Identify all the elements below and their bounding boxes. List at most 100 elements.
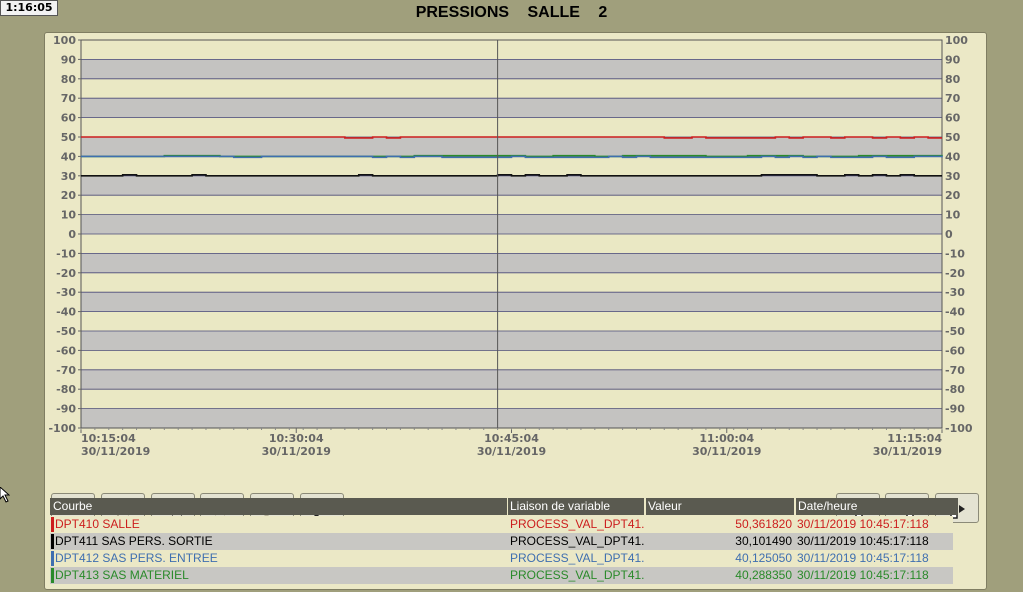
y-tick-label-left: 80 bbox=[61, 73, 77, 86]
clock-display: 1:16:05 bbox=[0, 0, 58, 16]
x-tick-time: 10:45:04 bbox=[484, 432, 539, 445]
x-tick-time: 10:30:04 bbox=[269, 432, 324, 445]
legend-datetime: 30/11/2019 10:45:17:118 bbox=[797, 534, 929, 548]
y-tick-label-left: 10 bbox=[61, 209, 77, 222]
y-tick-label-left: -50 bbox=[56, 325, 76, 338]
grid-band bbox=[81, 40, 942, 60]
grid-band bbox=[81, 59, 942, 79]
legend-row[interactable]: DPT412 SAS PERS. ENTREE PROCESS_VAL_DPT4… bbox=[50, 550, 953, 567]
y-tick-label-right: -30 bbox=[945, 286, 965, 299]
grid-band bbox=[81, 369, 942, 390]
y-tick-label-left: -80 bbox=[56, 383, 76, 396]
legend-color-swatch bbox=[51, 534, 54, 549]
grid-band bbox=[81, 253, 942, 273]
x-tick-time: 11:00:04 bbox=[699, 432, 754, 445]
y-tick-label-right: 20 bbox=[945, 189, 961, 202]
legend-color-swatch bbox=[51, 517, 54, 532]
grid-band bbox=[81, 331, 942, 351]
y-tick-label-right: -40 bbox=[945, 306, 965, 319]
y-tick-label-left: -100 bbox=[48, 422, 76, 435]
grid-band bbox=[81, 272, 942, 293]
y-tick-label-left: -70 bbox=[56, 364, 76, 377]
y-tick-label-right: -10 bbox=[945, 247, 965, 260]
y-tick-label-right: 0 bbox=[945, 228, 953, 241]
grid-band bbox=[81, 175, 942, 196]
legend-color-swatch bbox=[51, 551, 54, 566]
y-tick-label-left: 70 bbox=[61, 92, 77, 105]
x-tick-time: 11:15:04 bbox=[887, 432, 942, 445]
x-tick-date: 30/11/2019 bbox=[81, 445, 150, 458]
grid-band bbox=[81, 195, 942, 215]
grid-band bbox=[81, 292, 942, 312]
legend-datetime: 30/11/2019 10:45:17:118 bbox=[797, 568, 929, 582]
y-tick-label-right: 70 bbox=[945, 92, 961, 105]
y-tick-label-right: 90 bbox=[945, 53, 961, 66]
y-tick-label-left: -10 bbox=[56, 247, 76, 260]
header-value[interactable]: Valeur bbox=[646, 498, 794, 515]
y-tick-label-right: -20 bbox=[945, 267, 965, 280]
grid-band bbox=[81, 156, 942, 176]
header-datetime[interactable]: Date/heure bbox=[796, 498, 958, 515]
y-tick-label-right: -80 bbox=[945, 383, 965, 396]
legend-curve-name: DPT411 SAS PERS. SORTIE bbox=[55, 534, 213, 548]
series-line-dpt410-salle bbox=[81, 136, 942, 139]
y-tick-label-right: 30 bbox=[945, 170, 961, 183]
grid-band bbox=[81, 98, 942, 118]
y-tick-label-right: 10 bbox=[945, 209, 961, 222]
y-tick-label-left: 100 bbox=[53, 34, 76, 47]
y-tick-label-left: 20 bbox=[61, 189, 77, 202]
grid-band bbox=[81, 234, 942, 254]
y-tick-label-left: 0 bbox=[68, 228, 76, 241]
grid-band bbox=[81, 137, 942, 157]
legend-datetime: 30/11/2019 10:45:17:118 bbox=[797, 517, 929, 531]
header-curve[interactable]: Courbe bbox=[50, 498, 507, 515]
y-tick-label-right: 80 bbox=[945, 73, 961, 86]
legend-value: 30,101490 bbox=[735, 534, 792, 548]
grid-band bbox=[81, 311, 942, 331]
legend-row[interactable]: DPT411 SAS PERS. SORTIE PROCESS_VAL_DPT4… bbox=[50, 533, 953, 550]
legend-variable-link: PROCESS_VAL_DPT41... bbox=[510, 551, 644, 565]
y-tick-label-right: -70 bbox=[945, 364, 965, 377]
y-tick-label-left: -30 bbox=[56, 286, 76, 299]
y-tick-label-left: 30 bbox=[61, 170, 77, 183]
legend-value: 40,288350 bbox=[735, 568, 792, 582]
legend-curve-name: DPT410 SALLE bbox=[55, 517, 140, 531]
legend-value: 50,361820 bbox=[735, 517, 792, 531]
y-tick-label-right: -90 bbox=[945, 403, 965, 416]
y-tick-label-left: -20 bbox=[56, 267, 76, 280]
x-tick-date: 30/11/2019 bbox=[477, 445, 546, 458]
legend-value: 40,125050 bbox=[735, 551, 792, 565]
grid-band bbox=[81, 117, 942, 137]
legend-datetime: 30/11/2019 10:45:17:118 bbox=[797, 551, 929, 565]
legend-curve-name: DPT413 SAS MATERIEL bbox=[55, 568, 189, 582]
y-tick-label-right: -60 bbox=[945, 344, 965, 357]
legend-curve-name: DPT412 SAS PERS. ENTREE bbox=[55, 551, 218, 565]
x-tick-time: 10:15:04 bbox=[81, 432, 136, 445]
grid-band bbox=[81, 408, 942, 428]
legend-color-swatch bbox=[51, 568, 54, 583]
legend-row[interactable]: DPT410 SALLE PROCESS_VAL_DPT41... 50,361… bbox=[50, 516, 953, 533]
y-tick-label-left: -90 bbox=[56, 403, 76, 416]
grid-band bbox=[81, 389, 942, 409]
legend-variable-link: PROCESS_VAL_DPT41... bbox=[510, 534, 644, 548]
grid-band bbox=[81, 350, 942, 370]
y-tick-label-left: -60 bbox=[56, 344, 76, 357]
x-tick-date: 30/11/2019 bbox=[873, 445, 942, 458]
y-tick-label-right: 60 bbox=[945, 112, 961, 125]
legend-row[interactable]: DPT413 SAS MATERIEL PROCESS_VAL_DPT41...… bbox=[50, 567, 953, 584]
y-tick-label-left: 40 bbox=[61, 150, 77, 163]
series-line-dpt412-sas-pers-entree bbox=[81, 155, 943, 159]
grid-band bbox=[81, 214, 942, 234]
page-title: PRESSIONS SALLE 2 bbox=[415, 4, 608, 21]
legend-variable-link: PROCESS_VAL_DPT41... bbox=[510, 568, 644, 582]
y-tick-label-left: -40 bbox=[56, 306, 76, 319]
x-tick-date: 30/11/2019 bbox=[262, 445, 331, 458]
series-line-dpt411-sas-pers-sortie bbox=[81, 174, 942, 177]
y-tick-label-left: 60 bbox=[61, 112, 77, 125]
header-link[interactable]: Liaison de variable bbox=[508, 498, 644, 515]
y-tick-label-right: 100 bbox=[945, 34, 968, 47]
x-tick-date: 30/11/2019 bbox=[692, 445, 761, 458]
trend-panel: 100 90 80 70 60 50 40 30 20 10 0 -10 -20 -30 -40 -50 -60… bbox=[44, 32, 987, 590]
y-tick-label-left: 90 bbox=[61, 53, 77, 66]
trend-chart: 1009080706050403020100-10-20-30-40-50-60… bbox=[48, 34, 972, 458]
